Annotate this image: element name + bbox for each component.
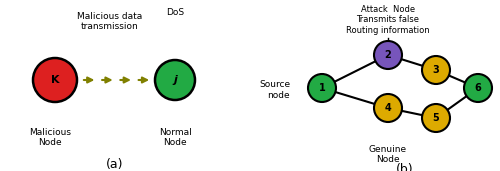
- Text: Genuine
Node: Genuine Node: [369, 145, 407, 164]
- Circle shape: [33, 58, 77, 102]
- Text: K: K: [51, 75, 60, 85]
- Circle shape: [374, 41, 402, 69]
- Text: Malicious
Node: Malicious Node: [29, 128, 71, 147]
- Text: j: j: [173, 75, 177, 85]
- Text: Malicious data
transmission: Malicious data transmission: [78, 12, 142, 31]
- Text: 2: 2: [384, 50, 392, 60]
- Text: (a): (a): [106, 158, 124, 171]
- Text: 5: 5: [432, 113, 440, 123]
- Text: Attack  Node
Transmits false
Routing information: Attack Node Transmits false Routing info…: [346, 5, 430, 35]
- Text: 3: 3: [432, 65, 440, 75]
- Circle shape: [374, 94, 402, 122]
- Text: 1: 1: [318, 83, 326, 93]
- Circle shape: [422, 104, 450, 132]
- Text: Normal
Node: Normal Node: [158, 128, 192, 147]
- Text: (b): (b): [396, 163, 414, 171]
- Circle shape: [308, 74, 336, 102]
- Circle shape: [422, 56, 450, 84]
- Circle shape: [464, 74, 492, 102]
- Text: 6: 6: [474, 83, 482, 93]
- Circle shape: [155, 60, 195, 100]
- Text: 4: 4: [384, 103, 392, 113]
- Text: Source
node: Source node: [259, 80, 290, 100]
- Text: DoS: DoS: [166, 8, 184, 17]
